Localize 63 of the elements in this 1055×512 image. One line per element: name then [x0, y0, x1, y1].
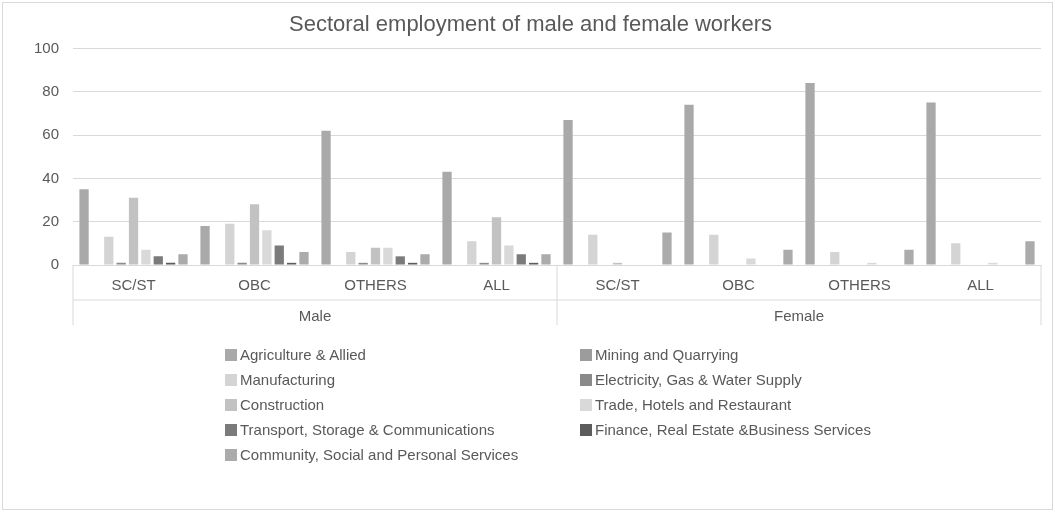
bar: [321, 130, 331, 265]
bar: [370, 247, 381, 265]
text: Male: [298, 307, 332, 325]
legend-label: Manufacturing: [240, 371, 336, 388]
bar: [141, 249, 151, 265]
bar: [249, 204, 260, 265]
bar: [225, 223, 235, 265]
bar: [346, 252, 356, 265]
x-tick-label: SC/ST: [595, 276, 640, 294]
bar: [662, 232, 672, 265]
bar: [904, 249, 914, 265]
bar: [830, 252, 840, 265]
bar: [299, 252, 309, 265]
bar: [783, 249, 793, 265]
y-tick-label: 80: [42, 81, 60, 99]
bar: [491, 217, 502, 265]
bar: [563, 119, 573, 265]
y-tick-label: 40: [42, 168, 60, 186]
legend-label: Electricity, Gas & Water Supply: [595, 371, 802, 388]
x-tick-label: SC/ST: [111, 276, 156, 294]
bar: [684, 104, 694, 265]
bar: [951, 243, 961, 265]
legend-label: Construction: [240, 396, 325, 413]
bar: [588, 234, 598, 265]
bar: [467, 241, 477, 265]
bar: [1025, 241, 1035, 265]
bar: [504, 245, 514, 265]
bar: [926, 102, 936, 265]
bar: [516, 254, 526, 265]
x-tick-label: OTHERS: [344, 276, 407, 294]
bar: [178, 254, 188, 265]
y-tick-label: 60: [42, 125, 60, 143]
bar: [274, 245, 284, 265]
y-tick-label: 20: [42, 211, 60, 229]
bar: [709, 234, 719, 265]
x-tick-label: ALL: [483, 276, 510, 294]
bar: [746, 258, 756, 265]
legend-label: Trade, Hotels and Restaurant: [595, 396, 792, 413]
bar: [262, 230, 272, 265]
bar: [104, 236, 114, 265]
bar: [200, 226, 210, 265]
bar: [383, 247, 393, 265]
legend-label: Mining and Quarrying: [595, 346, 739, 363]
legend-label: Transport, Storage & Communications: [240, 421, 495, 438]
y-tick-label: 0: [50, 255, 60, 273]
bar: [420, 254, 430, 265]
y-tick-label: 100: [34, 38, 60, 56]
chart-title: Sectoral employment of male and female workers: [289, 11, 772, 37]
bar: [153, 256, 163, 265]
legend-label: Finance, Real Estate &Business Services: [595, 421, 871, 438]
bar: [79, 189, 89, 265]
x-tick-label: ALL: [967, 276, 994, 294]
legend-label: Community, Social and Personal Services: [240, 446, 519, 463]
x-tick-label: OBC: [722, 276, 755, 294]
bar: [541, 254, 551, 265]
text: Female: [773, 307, 825, 325]
x-tick-label: OTHERS: [828, 276, 891, 294]
bar: [395, 256, 405, 265]
x-tick-label: OBC: [238, 276, 271, 294]
bar: [128, 197, 139, 265]
legend-label: Agriculture & Allied: [240, 346, 366, 363]
bar: [442, 171, 452, 265]
bar: [805, 83, 815, 265]
